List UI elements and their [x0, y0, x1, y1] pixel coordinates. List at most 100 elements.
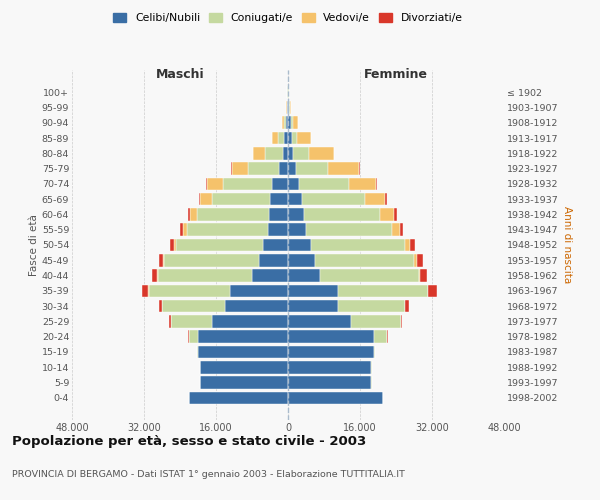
Text: Femmine: Femmine	[364, 68, 428, 82]
Bar	[189, 392, 288, 404]
Bar	[293, 116, 298, 129]
Bar	[164, 254, 259, 266]
Bar	[288, 376, 371, 389]
Bar	[278, 132, 284, 144]
Bar	[263, 238, 288, 252]
Bar	[159, 300, 162, 312]
Bar	[190, 208, 197, 220]
Bar	[401, 315, 403, 328]
Bar	[288, 361, 371, 374]
Bar	[157, 270, 252, 282]
Bar	[282, 116, 284, 129]
Bar	[180, 224, 183, 236]
Bar	[279, 162, 288, 175]
Bar	[162, 300, 225, 312]
Bar	[290, 116, 293, 129]
Bar	[200, 361, 288, 374]
Y-axis label: Anni di nascita: Anni di nascita	[562, 206, 572, 284]
Bar	[288, 193, 302, 205]
Bar	[311, 238, 405, 252]
Bar	[212, 315, 288, 328]
Bar	[288, 330, 373, 343]
Legend: Celibi/Nubili, Coniugati/e, Vedovi/e, Divorziati/e: Celibi/Nubili, Coniugati/e, Vedovi/e, Di…	[112, 10, 464, 25]
Bar	[272, 132, 278, 144]
Bar	[197, 208, 269, 220]
Bar	[288, 224, 306, 236]
Bar	[248, 162, 279, 175]
Bar	[170, 238, 174, 252]
Bar	[206, 178, 207, 190]
Bar	[198, 346, 288, 358]
Bar	[351, 315, 401, 328]
Bar	[198, 330, 288, 343]
Bar	[189, 330, 198, 343]
Y-axis label: Fasce di età: Fasce di età	[29, 214, 39, 276]
Bar	[152, 270, 157, 282]
Bar	[272, 178, 288, 190]
Bar	[200, 376, 288, 389]
Bar	[359, 162, 360, 175]
Bar	[269, 208, 288, 220]
Bar	[400, 224, 403, 236]
Bar	[337, 284, 427, 297]
Bar	[288, 101, 289, 114]
Bar	[292, 132, 298, 144]
Bar	[288, 346, 373, 358]
Bar	[414, 254, 417, 266]
Bar	[288, 315, 351, 328]
Bar	[287, 101, 288, 114]
Bar	[427, 284, 428, 297]
Text: PROVINCIA DI BERGAMO - Dati ISTAT 1° gennaio 2003 - Elaborazione TUTTITALIA.IT: PROVINCIA DI BERGAMO - Dati ISTAT 1° gen…	[12, 470, 405, 479]
Bar	[299, 178, 349, 190]
Bar	[159, 254, 163, 266]
Bar	[420, 270, 427, 282]
Bar	[288, 178, 299, 190]
Bar	[337, 300, 405, 312]
Bar	[376, 178, 377, 190]
Bar	[392, 224, 400, 236]
Bar	[373, 346, 375, 358]
Bar	[288, 300, 337, 312]
Bar	[296, 162, 328, 175]
Bar	[288, 162, 296, 175]
Bar	[225, 300, 288, 312]
Bar	[365, 193, 385, 205]
Bar	[385, 193, 386, 205]
Bar	[349, 178, 376, 190]
Bar	[320, 270, 419, 282]
Bar	[304, 208, 380, 220]
Bar	[288, 238, 311, 252]
Bar	[268, 224, 288, 236]
Text: Popolazione per età, sesso e stato civile - 2003: Popolazione per età, sesso e stato civil…	[12, 435, 366, 448]
Bar	[288, 132, 292, 144]
Bar	[419, 270, 420, 282]
Bar	[142, 284, 148, 297]
Bar	[207, 178, 223, 190]
Bar	[283, 147, 288, 160]
Bar	[187, 224, 268, 236]
Bar	[406, 300, 409, 312]
Bar	[200, 193, 212, 205]
Bar	[212, 193, 270, 205]
Bar	[288, 270, 320, 282]
Bar	[270, 193, 288, 205]
Bar	[298, 132, 311, 144]
Bar	[252, 270, 288, 282]
Bar	[302, 193, 365, 205]
Bar	[410, 238, 415, 252]
Bar	[169, 315, 171, 328]
Bar	[288, 284, 337, 297]
Bar	[253, 147, 265, 160]
Bar	[288, 254, 315, 266]
Bar	[229, 284, 288, 297]
Bar	[309, 147, 334, 160]
Bar	[188, 208, 190, 220]
Bar	[328, 162, 359, 175]
Bar	[373, 330, 387, 343]
Bar	[163, 254, 164, 266]
Bar	[174, 238, 176, 252]
Bar	[284, 116, 286, 129]
Bar	[288, 392, 383, 404]
Bar	[199, 193, 200, 205]
Bar	[293, 147, 309, 160]
